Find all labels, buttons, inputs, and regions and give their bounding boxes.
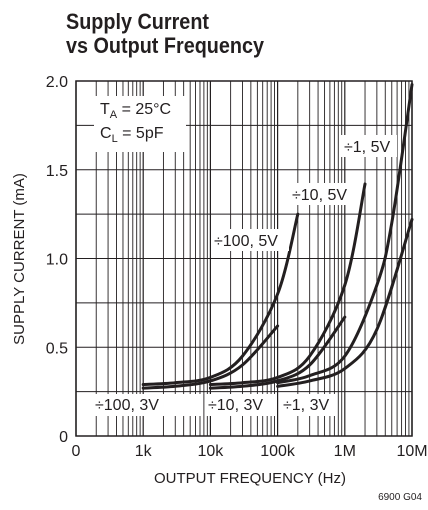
label-div10-3v: ÷10, 3V [208, 397, 263, 414]
x-tick-label: 1M [334, 443, 356, 460]
x-axis-title: OUTPUT FREQUENCY (Hz) [154, 470, 346, 487]
conditions-box [94, 96, 186, 152]
label-div1-3v: ÷1, 3V [283, 397, 329, 414]
chart-title-line-1: Supply Current [66, 9, 210, 34]
figure-code: 6900 G04 [378, 492, 422, 503]
label-bg-div1-5v [341, 135, 397, 157]
series-line-2 [208, 182, 367, 387]
label-div10-5v: ÷10, 5V [292, 187, 347, 204]
x-tick-label: 10k [198, 443, 225, 460]
chart-title-line-2: vs Output Frequency [66, 33, 265, 58]
label-bg-div10-5v [289, 183, 355, 205]
tick-labels: 0 1k 10k 100k 1M 10M 0 0.5 1.0 1.5 2.0 [46, 74, 428, 460]
label-bg-div100-5v [211, 229, 289, 251]
y-tick-label: 0 [59, 429, 68, 446]
ta-label: TA = 25°C [100, 101, 171, 121]
y-tick-label: 0.5 [46, 340, 68, 357]
series-line-0 [141, 212, 300, 387]
x-tick-label: 10M [396, 443, 427, 460]
series-curves [141, 83, 414, 390]
plot-frame [75, 80, 413, 437]
y-tick-label: 1.0 [46, 252, 68, 269]
x-tick-label: 100k [260, 443, 296, 460]
y-tick-label: 2.0 [46, 74, 68, 91]
label-bg-div10-3v [205, 394, 275, 416]
x-tick-label: 1k [135, 443, 153, 460]
y-axis-title: SUPPLY CURRENT (mA) [11, 173, 28, 345]
x-tick-label: 0 [72, 443, 81, 460]
label-bg-div100-3v [92, 394, 202, 416]
series-line-1 [141, 324, 280, 390]
chart-title: Supply Current vs Output Frequency [66, 10, 264, 58]
cl-label: CL = 5pF [100, 125, 164, 145]
label-bg-div1-3v [280, 394, 336, 416]
series-line-5 [276, 217, 414, 388]
series-line-3 [208, 315, 347, 390]
label-div1-5v: ÷1, 5V [344, 139, 390, 156]
label-div100-5v: ÷100, 5V [214, 233, 278, 250]
y-tick-label: 1.5 [46, 163, 68, 180]
series-line-4 [276, 83, 414, 385]
label-div100-3v: ÷100, 3V [95, 397, 159, 414]
